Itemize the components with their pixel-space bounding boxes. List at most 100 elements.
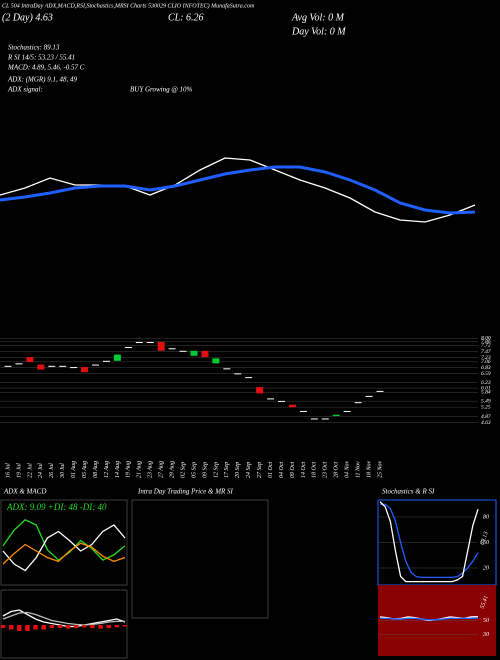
histogram-bar <box>49 625 55 628</box>
intraday-frame <box>131 499 269 619</box>
histogram-bar <box>8 625 14 630</box>
x-tick-label: 09 Oct <box>290 462 296 478</box>
x-tick-label: 29 Aug <box>169 461 175 478</box>
candle-body <box>190 350 198 356</box>
value-label: 55.41 <box>479 595 490 610</box>
header-close: CL: 6.26 <box>168 12 204 23</box>
candle-body <box>376 390 384 392</box>
x-tick-label: 30 Jul <box>60 463 66 479</box>
y-tick-label: 50 <box>483 540 489 546</box>
panel-subtitle: ADX: 9.09 +DI: 48 -DI: 40 <box>6 502 107 512</box>
panel-title: Stochastics & R SI <box>382 488 435 496</box>
candle-body <box>168 348 176 350</box>
candle-body <box>267 398 275 400</box>
x-tick-label: 18 Oct <box>312 462 318 478</box>
candle-body <box>278 400 286 402</box>
histogram-bar <box>33 625 38 630</box>
candle-body <box>256 387 264 394</box>
histogram-bar <box>0 625 6 628</box>
series-line <box>2 542 126 565</box>
histogram-bar <box>57 625 63 628</box>
x-tick-label: 17 Sep <box>224 462 230 478</box>
stat-adx: ADX: (MGR) 9.1, 48, 49 <box>7 76 78 84</box>
y-tick-label: 8.00 <box>481 336 491 342</box>
histogram-bar <box>16 625 22 631</box>
y-tick-label: 30 <box>482 632 489 638</box>
x-tick-label: 08 Aug <box>93 461 99 478</box>
candle-body <box>124 347 132 349</box>
y-tick-label: 6.59 <box>481 371 491 377</box>
candle-body <box>157 342 165 351</box>
x-tick-label: 14 Oct <box>300 462 307 478</box>
candle-body <box>26 357 34 363</box>
candle-body <box>15 363 23 365</box>
candle-body <box>299 410 307 412</box>
y-tick-label: 50 <box>483 618 489 624</box>
panel-title: ADX & MACD <box>3 488 46 496</box>
y-tick-label: 80 <box>483 514 489 520</box>
intraday-title: Intra Day Trading Price & MR SI <box>137 488 234 496</box>
stat-signal: BUY Growing @ 10% <box>130 86 193 94</box>
y-tick-label: 6.23 <box>481 380 491 386</box>
y-tick-label: 4.87 <box>481 413 491 420</box>
header-avg-vol: Avg Vol: 0 M <box>291 12 345 23</box>
x-tick-label: 25 Nov <box>377 460 383 478</box>
candle-body <box>245 377 253 379</box>
x-tick-label: 12 Sep <box>213 462 219 478</box>
candle-body <box>146 342 154 344</box>
y-tick-label: 7.23 <box>481 355 491 361</box>
histogram-bar <box>90 625 95 628</box>
candle-body <box>81 367 89 373</box>
histogram-bar <box>41 625 46 630</box>
candle-body <box>332 414 340 416</box>
candle-body <box>201 350 209 358</box>
x-tick-label: 23 Oct <box>323 462 329 478</box>
candle-body <box>135 342 143 344</box>
x-tick-label: 11 Nov <box>355 461 361 478</box>
candle-body <box>365 395 373 397</box>
stat-stochastics: Stochastics: 89.13 <box>8 44 60 52</box>
y-tick-label: 7.47 <box>481 348 491 355</box>
candle-body <box>70 367 78 369</box>
histogram-bar <box>65 625 71 629</box>
x-tick-label: 01 Aug <box>71 461 77 478</box>
x-tick-label: 04 Oct <box>278 462 285 478</box>
stat-adx-signal: ADX signal: <box>7 86 43 94</box>
y-tick-label: 4.63 <box>481 419 491 426</box>
x-tick-label: 05 Aug <box>82 461 88 478</box>
candle-body <box>59 365 67 367</box>
macd-frame <box>0 589 128 659</box>
candle-body <box>234 373 242 375</box>
candle-body <box>48 365 56 367</box>
x-tick-label: 19 Jul <box>16 463 22 478</box>
candle-body <box>343 410 351 412</box>
x-tick-label: 27 Sep <box>257 462 263 478</box>
candle-body <box>212 358 220 364</box>
adx-frame <box>0 499 128 586</box>
candle-body <box>102 360 110 362</box>
value-label: 89.13 <box>480 531 490 546</box>
y-tick-label: 7.86 <box>481 339 491 345</box>
x-tick-label: 14 Aug <box>114 461 121 478</box>
x-tick-label: 24 Sep <box>245 462 252 478</box>
x-tick-label: 01 Oct <box>268 462 274 478</box>
x-tick-label: 12 Aug <box>104 461 110 478</box>
series-line <box>2 524 126 572</box>
series-line <box>380 617 479 621</box>
candle-body <box>179 350 187 352</box>
x-tick-label: 22 Jul <box>27 463 33 478</box>
histogram-bar <box>106 625 112 628</box>
candle-body <box>113 354 121 361</box>
stat-macd: MACD: 4.89, 5.46, -0.57 C <box>7 64 85 72</box>
candle-body <box>321 418 329 420</box>
x-tick-label: 02 Sep <box>180 462 186 478</box>
y-tick-label: 7.72 <box>481 343 491 349</box>
series-line <box>0 157 476 223</box>
x-tick-label: 27 Aug <box>159 461 165 478</box>
series-line <box>379 501 479 583</box>
y-tick-label: 6.83 <box>481 365 491 371</box>
y-tick-label: 20 <box>483 565 489 571</box>
y-tick-label: 5.84 <box>481 389 491 396</box>
